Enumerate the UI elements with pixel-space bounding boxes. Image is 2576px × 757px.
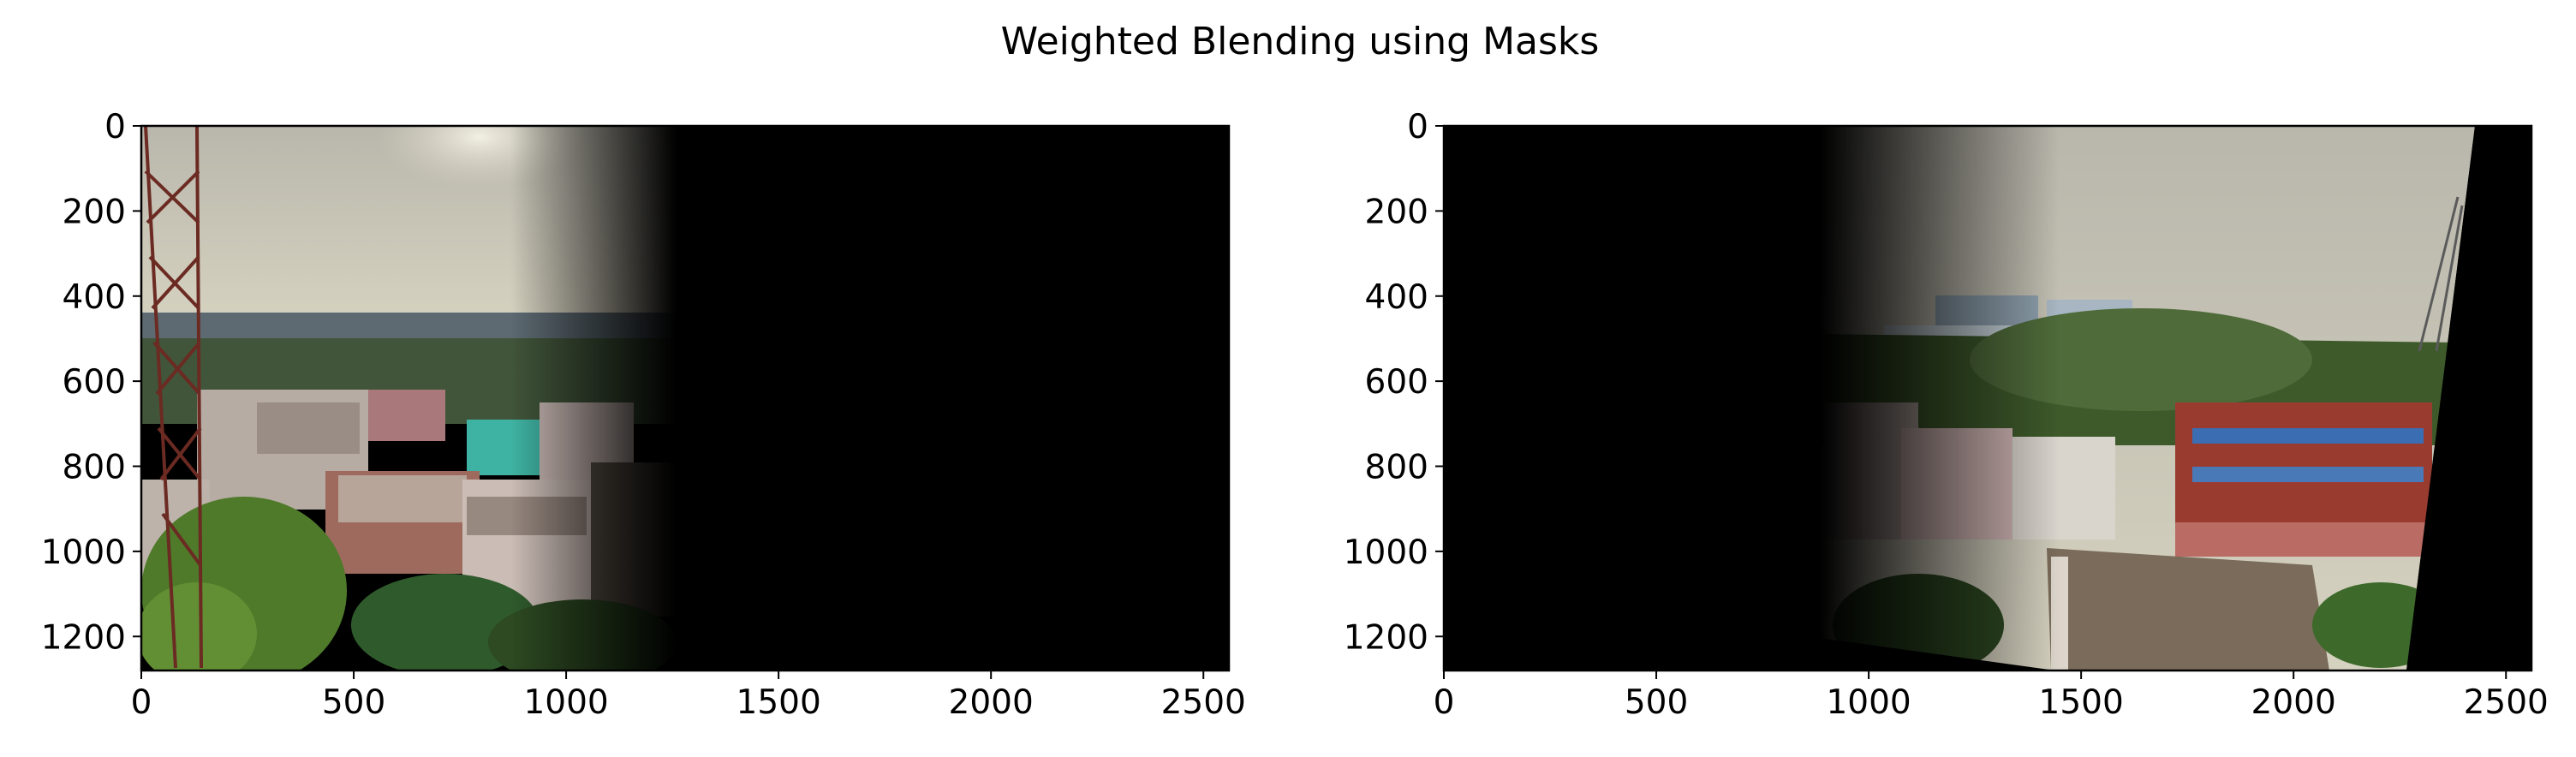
right-x-tick-label: 2000 bbox=[2251, 683, 2336, 722]
left-y-tick-label: 200 bbox=[63, 193, 126, 231]
right-y-tick-label: 600 bbox=[1365, 363, 1428, 402]
right-y-tick-label: 400 bbox=[1365, 278, 1428, 317]
right-x-tick-label: 1500 bbox=[2039, 683, 2124, 722]
right-y-tick-label: 800 bbox=[1365, 449, 1428, 487]
left-y-tick-label: 0 bbox=[104, 108, 126, 146]
left-x-ticks: 0 500 1000 1500 2000 2500 bbox=[131, 671, 1246, 722]
right-y-tick-label: 0 bbox=[1407, 108, 1428, 146]
left-y-ticks: 0 200 400 600 800 1000 1200 bbox=[41, 108, 141, 657]
left-y-tick-label: 800 bbox=[63, 449, 126, 487]
left-x-tick-label: 1500 bbox=[736, 683, 821, 722]
left-y-tick-label: 400 bbox=[63, 278, 126, 317]
right-x-ticks: 0 500 1000 1500 2000 2500 bbox=[1434, 671, 2549, 722]
right-y-tick-label: 1000 bbox=[1344, 533, 1428, 572]
left-photo bbox=[137, 86, 677, 685]
left-axes-frame bbox=[140, 124, 1231, 672]
left-axes: 0 500 1000 1500 2000 2500 0 200 400 600 800 1000 12… bbox=[41, 86, 1246, 722]
right-y-tick-label: 200 bbox=[1365, 193, 1428, 231]
left-x-tick-label: 0 bbox=[131, 683, 152, 722]
right-y-tick-label: 1200 bbox=[1344, 618, 1428, 657]
tower-shape bbox=[144, 125, 203, 669]
right-x-tick-label: 0 bbox=[1434, 683, 1455, 722]
left-y-tick-label: 1000 bbox=[41, 533, 126, 572]
right-x-tick-label: 1000 bbox=[1826, 683, 1911, 722]
left-y-tick-label: 600 bbox=[63, 363, 126, 402]
left-x-tick-label: 1000 bbox=[523, 683, 608, 722]
right-axes-frame bbox=[1442, 124, 2533, 672]
right-x-tick-label: 500 bbox=[1625, 683, 1688, 722]
right-photo bbox=[1820, 126, 2475, 677]
left-x-tick-label: 2000 bbox=[949, 683, 1034, 722]
right-warp-edge bbox=[2406, 126, 2531, 671]
right-axes: 0 500 1000 1500 2000 2500 0 200 400 600 800 1000 12… bbox=[1344, 108, 2549, 722]
left-y-tick-label: 1200 bbox=[41, 618, 126, 657]
figure-title: Weighted Blending using Masks bbox=[1001, 20, 1600, 63]
right-warp-bottom bbox=[1820, 638, 2055, 671]
left-x-tick-label: 2500 bbox=[1161, 683, 1246, 722]
right-y-ticks: 0 200 400 600 800 1000 1200 bbox=[1344, 108, 1444, 657]
left-x-tick-label: 500 bbox=[322, 683, 385, 722]
right-x-tick-label: 2500 bbox=[2464, 683, 2549, 722]
